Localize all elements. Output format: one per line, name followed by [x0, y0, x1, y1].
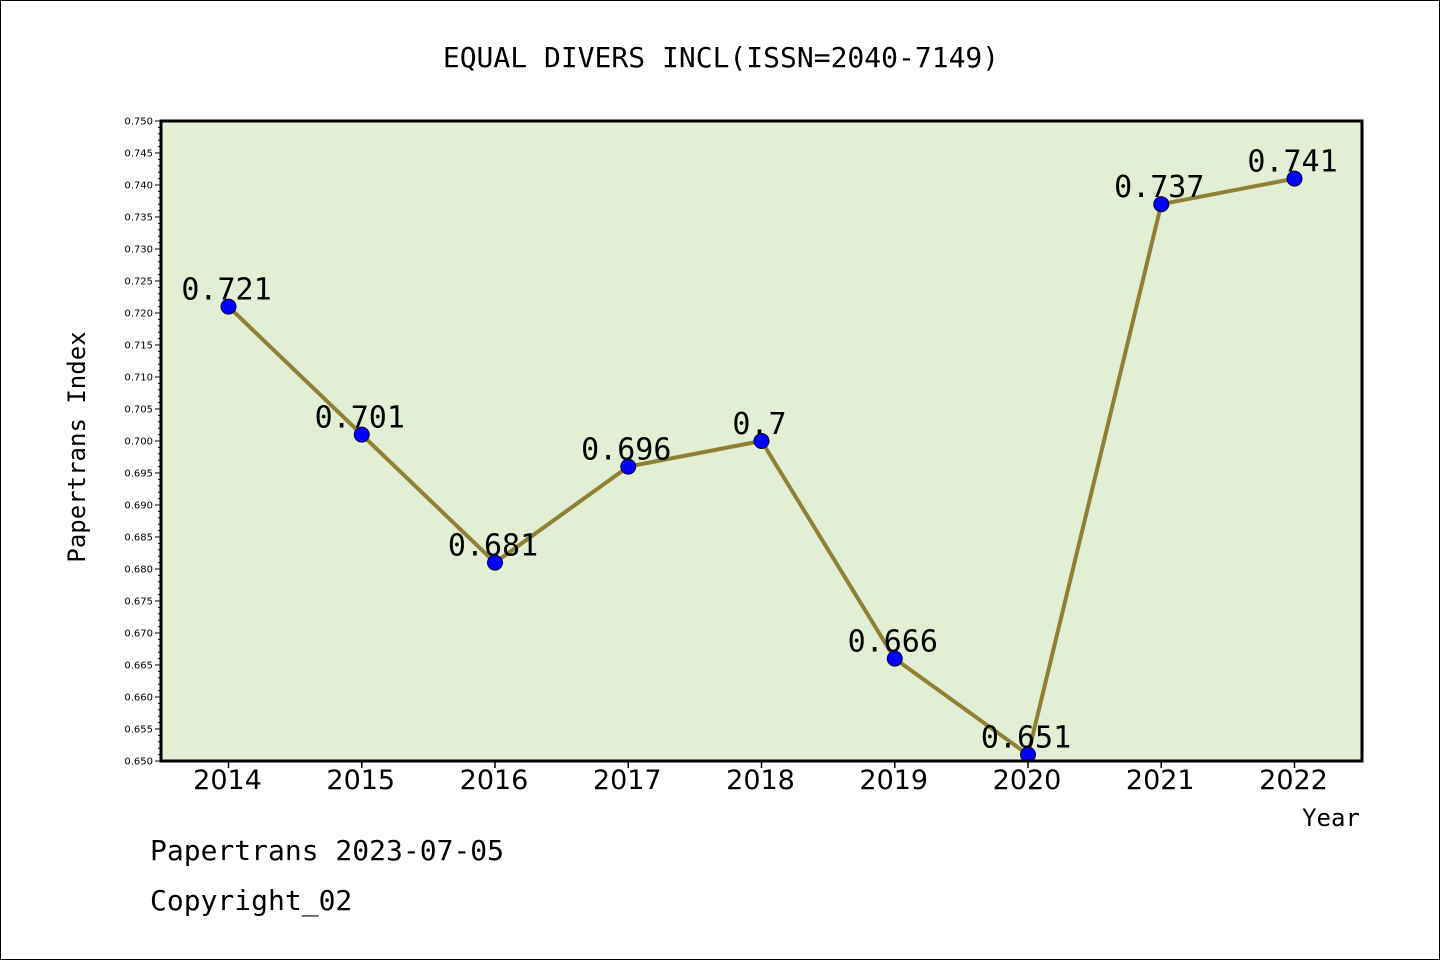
x-tick-label: 2022 — [1259, 765, 1328, 796]
y-tick-label: 0.720 — [124, 309, 153, 320]
x-tick-label: 2018 — [726, 765, 795, 796]
data-label: 0.666 — [848, 625, 938, 660]
x-axis-label: Year — [1302, 804, 1360, 832]
data-label: 0.7 — [732, 407, 786, 442]
x-tick-label: 2016 — [460, 765, 529, 796]
data-point — [753, 433, 770, 449]
y-tick-label: 0.705 — [124, 405, 153, 416]
x-tick-label: 2015 — [326, 765, 395, 796]
footer-copyright: Copyright_02 — [150, 884, 353, 917]
y-tick-label: 0.665 — [124, 661, 153, 672]
y-tick-label: 0.695 — [124, 469, 153, 480]
data-label: 0.741 — [1247, 145, 1337, 180]
data-point — [1153, 196, 1170, 213]
y-tick-label: 0.670 — [124, 629, 153, 640]
y-tick-label: 0.685 — [124, 533, 153, 544]
data-label: 0.701 — [315, 401, 405, 436]
x-tick-label: 2021 — [1126, 765, 1195, 796]
data-label: 0.737 — [1114, 170, 1204, 205]
y-tick-label: 0.650 — [124, 757, 153, 768]
x-tick-label: 2020 — [993, 765, 1062, 796]
data-point — [220, 298, 237, 315]
y-tick-label: 0.675 — [124, 597, 153, 608]
data-label: 0.696 — [581, 433, 671, 468]
data-point — [353, 426, 370, 443]
y-tick-label: 0.690 — [124, 501, 153, 512]
x-tick-label: 2019 — [859, 765, 928, 796]
y-tick-label: 0.750 — [124, 117, 153, 128]
data-point — [487, 554, 503, 571]
x-tick-label: 2017 — [593, 765, 662, 796]
y-tick-label: 0.700 — [124, 437, 153, 448]
y-tick-label: 0.725 — [124, 277, 153, 288]
y-tick-label: 0.660 — [124, 693, 153, 704]
data-label: 0.681 — [448, 529, 538, 564]
chart-title: EQUAL DIVERS INCL(ISSN=2040-7149) — [443, 41, 999, 74]
y-axis-label: Papertrans Index — [63, 331, 91, 562]
data-point — [886, 650, 903, 667]
y-tick-label: 0.715 — [124, 341, 153, 352]
data-label: 0.651 — [981, 721, 1071, 756]
y-tick-label: 0.740 — [124, 181, 153, 192]
data-point — [1286, 170, 1303, 187]
plot-border — [159, 119, 1364, 763]
data-point — [620, 458, 637, 475]
footer-date: Papertrans 2023-07-05 — [150, 834, 505, 867]
y-tick-label: 0.745 — [124, 149, 153, 160]
x-tick-label: 2014 — [193, 765, 262, 796]
y-tick-label: 0.710 — [124, 373, 153, 384]
data-label: 0.721 — [181, 273, 271, 308]
y-tick-label: 0.730 — [124, 245, 153, 256]
y-tick-label: 0.655 — [124, 725, 153, 736]
y-tick-label: 0.680 — [124, 565, 153, 576]
y-tick-label: 0.735 — [124, 213, 153, 224]
